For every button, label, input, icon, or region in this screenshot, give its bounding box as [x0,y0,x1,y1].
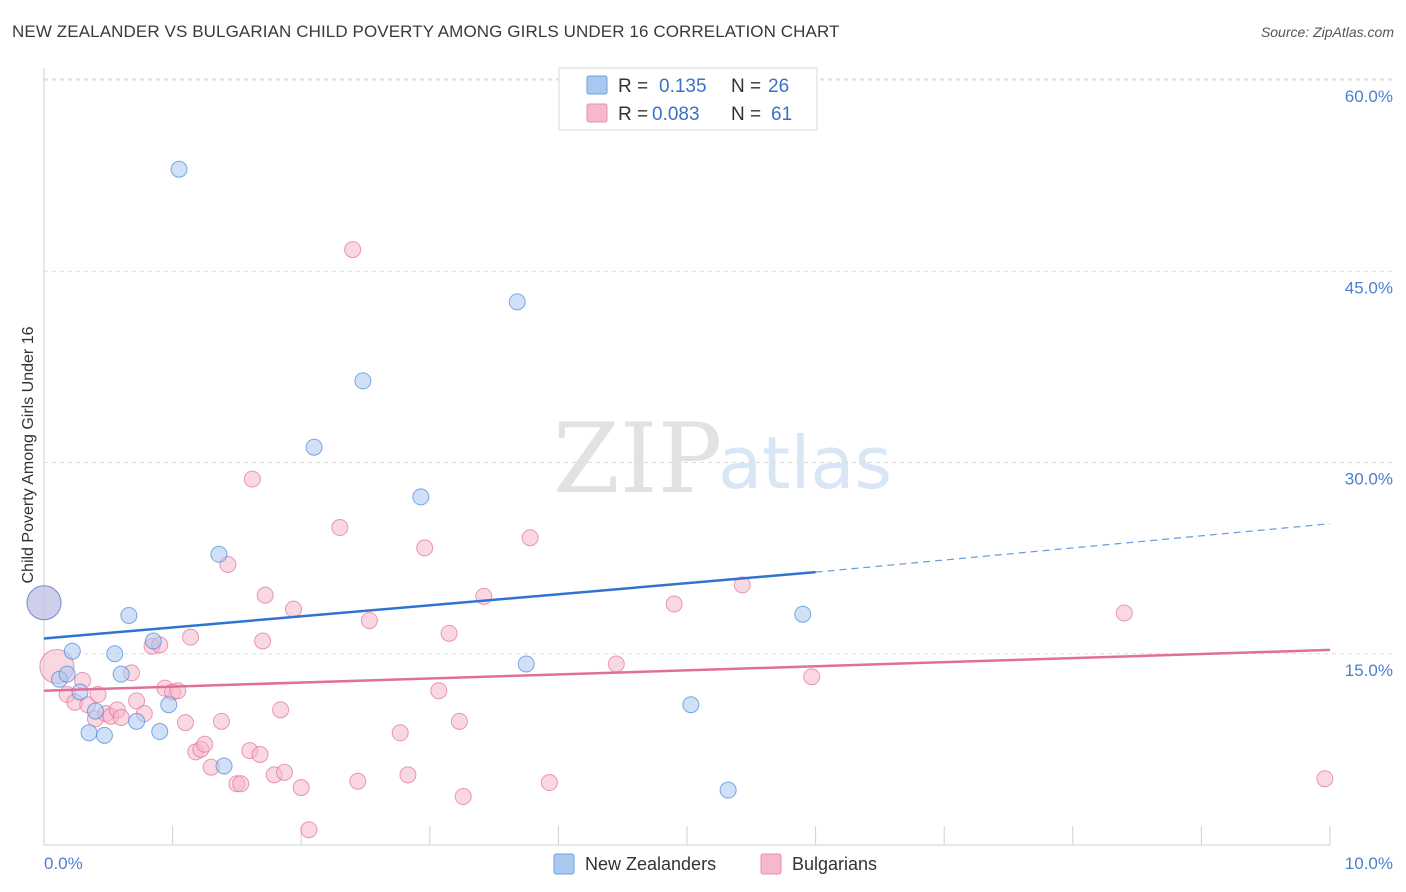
watermark: ZIP atlas [553,403,892,515]
point-bulgarians [454,788,472,806]
legend-n-label: N = [731,104,761,125]
point-bulgarians [607,655,625,673]
point-new-zealanders [215,757,233,775]
point-new-zealanders [86,702,104,720]
point-new-zealanders [58,665,76,683]
trend-line-bulgarians [43,648,1331,692]
point-bulgarians [1316,770,1334,788]
legend-n-value: 26 [768,76,789,97]
legend-r-value: 0.083 [652,104,700,125]
y-axis-label: Child Poverty Among Girls Under 16 [20,326,37,583]
point-bulgarians [196,735,214,753]
point-new-zealanders [210,545,228,563]
point-new-zealanders [682,696,700,714]
point-new-zealanders [354,372,372,390]
legend: R = 0.135 N = 26 R = 0.083 N = 61 [558,67,818,131]
point-bulgarians [89,686,107,704]
bottom-legend-label-bulgarians: Bulgarians [792,854,877,874]
point-bulgarians [360,612,378,630]
point-new-zealanders [112,665,130,683]
chart-title: NEW ZEALANDER VS BULGARIAN CHILD POVERTY… [12,22,840,41]
watermark-zip: ZIP [553,403,722,515]
point-bulgarians [176,714,194,732]
point-new-zealanders [144,632,162,650]
chart-source: Source: ZipAtlas.com [1260,24,1394,40]
trend-lines [43,523,1331,692]
point-new-zealanders [170,160,188,178]
point-bulgarians [344,241,362,259]
legend-swatch-new-zealanders [586,75,608,95]
legend-n-label: N = [731,76,761,97]
point-new-zealanders [63,642,81,660]
point-bulgarians [1115,604,1133,622]
point-bulgarians [254,632,272,650]
point-bulgarians [450,712,468,730]
point-bulgarians [521,529,539,547]
scatter-points [26,160,1334,839]
point-new-zealanders [517,655,535,673]
point-bulgarians [275,763,293,781]
bottom-legend-swatch-new-zealanders [553,853,575,875]
point-new-zealanders [106,645,124,663]
point-bulgarians [272,701,290,719]
point-new-zealanders [151,723,169,741]
legend-r-label: R = [618,104,648,125]
point-new-zealanders [794,605,812,623]
x-tick-label: 10.0% [1345,854,1393,873]
point-bulgarians [733,576,751,594]
bottom-legend-swatch-bulgarians [760,853,782,875]
point-bulgarians [349,772,367,790]
point-bulgarians [803,668,821,686]
point-new-zealanders [95,726,113,744]
bottom-legend-label-new-zealanders: New Zealanders [585,854,716,874]
trend-line-new-zealanders [43,570,816,640]
legend-swatch-bulgarians [586,103,608,123]
point-bulgarians [251,745,269,763]
point-bulgarians [430,682,448,700]
x-tick-label: 0.0% [44,854,83,873]
point-bulgarians [440,624,458,642]
point-new-zealanders [120,607,138,624]
point-bulgarians [292,779,310,797]
point-bulgarians [256,586,274,604]
point-bulgarians [391,724,409,742]
tick-labels: 15.0% 30.0% 45.0% 60.0% 0.0% 10.0% [44,87,1393,873]
point-bulgarians [243,470,261,488]
y-tick-label: 45.0% [1345,278,1393,297]
point-new-zealanders [160,696,178,714]
point-bulgarians [665,595,683,613]
point-bulgarians [128,692,146,710]
point-bulgarians [416,539,434,557]
point-bulgarians [212,712,230,730]
y-tick-label: 15.0% [1345,661,1393,680]
point-bulgarians [399,766,417,784]
point-bulgarians [284,600,302,618]
bottom-legend: New Zealanders Bulgarians [553,853,877,875]
point-new-zealanders [128,712,146,730]
trend-line-new-zealanders-extension [815,523,1331,573]
point-bulgarians [331,519,349,537]
grid-lines [44,78,1395,655]
point-new-zealanders [71,683,89,701]
point-new-zealanders [719,781,737,799]
legend-r-label: R = [618,76,648,97]
point-bulgarians [540,774,558,792]
y-tick-label: 30.0% [1345,470,1393,489]
y-tick-label: 60.0% [1345,87,1393,106]
legend-r-value: 0.135 [659,76,707,97]
point-new-zealanders [26,585,62,621]
point-bulgarians [232,775,250,793]
point-bulgarians [112,709,130,726]
legend-n-value: 61 [771,104,792,125]
point-new-zealanders [305,438,323,456]
point-new-zealanders [508,293,526,311]
point-bulgarians [182,628,200,646]
point-new-zealanders [412,488,430,506]
point-new-zealanders [80,724,98,742]
point-bulgarians [300,821,318,839]
